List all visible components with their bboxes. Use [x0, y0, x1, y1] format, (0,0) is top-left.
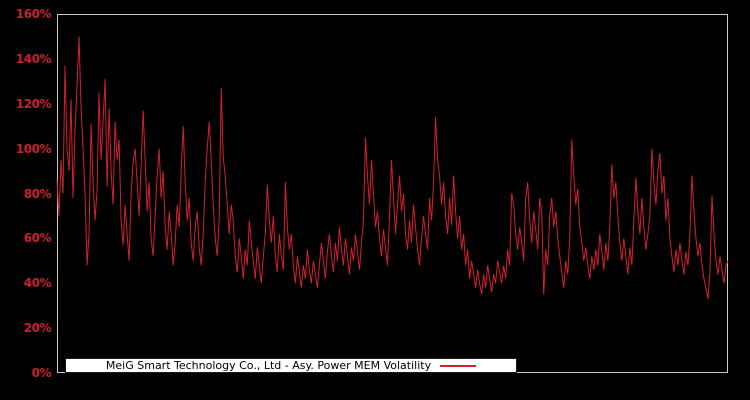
legend-line-swatch: [440, 364, 477, 367]
y-tick-label-60: 60%: [23, 231, 52, 246]
y-tick-label-100: 100%: [15, 141, 52, 156]
y-tick-label-40: 40%: [23, 276, 52, 291]
y-tick-label-140: 140%: [15, 51, 52, 66]
y-tick-label-160: 160%: [15, 7, 52, 21]
legend: MeiG Smart Technology Co., Ltd - Asy. Po…: [65, 358, 517, 373]
y-tick-label-0: 0%: [31, 366, 52, 380]
volatility-line: [56, 36, 729, 300]
y-tick-label-120: 120%: [15, 96, 52, 111]
y-tick-label-80: 80%: [23, 186, 52, 201]
legend-label: MeiG Smart Technology Co., Ltd - Asy. Po…: [105, 359, 432, 372]
y-tick-label-20: 20%: [23, 321, 52, 336]
